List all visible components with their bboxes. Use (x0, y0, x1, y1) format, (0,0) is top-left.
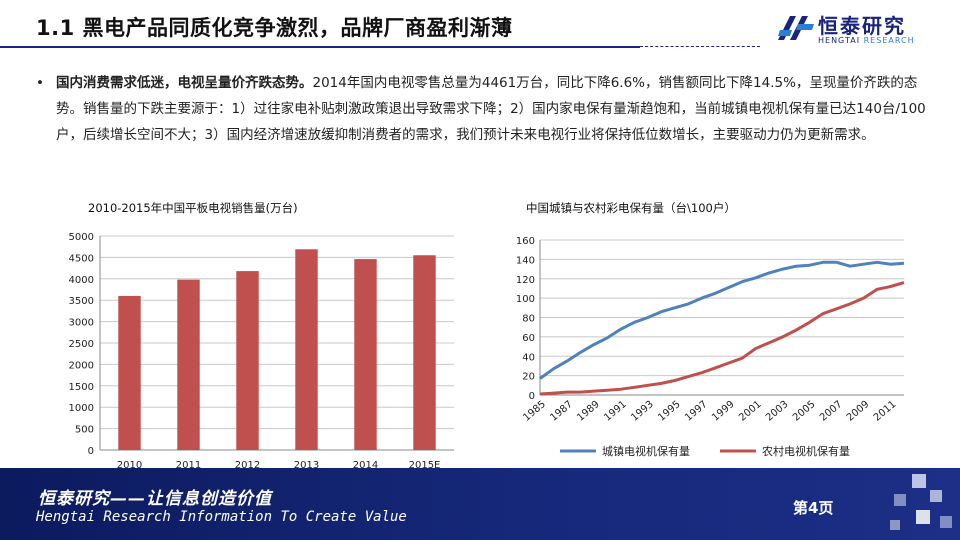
line-x-tick-label: 2009 (845, 399, 872, 424)
bar-y-tick-label: 4500 (69, 253, 94, 264)
bar-y-tick-label: 5000 (69, 232, 94, 243)
line-x-tick-label: 1989 (575, 399, 602, 424)
bar-x-tick-label: 2013 (294, 460, 319, 471)
line-chart-title: 中国城镇与农村彩电保有量（台\100户） (526, 201, 736, 215)
footer-banner (0, 468, 960, 540)
line-y-tick-label: 120 (516, 275, 535, 286)
line-x-tick-label: 2007 (818, 399, 845, 424)
bar-x-tick-label: 2012 (235, 460, 260, 471)
logo-mark-icon (778, 16, 814, 40)
line-x-tick-label: 1997 (683, 399, 710, 424)
bar-x-tick-label: 2011 (176, 460, 201, 471)
bar-y-tick-label: 2500 (69, 339, 94, 350)
title-underline (0, 46, 640, 48)
summary-lead: 国内消费需求低迷，电视呈量价齐跌态势。 (56, 75, 313, 91)
line-x-tick-label: 2001 (737, 399, 764, 424)
bar-x-tick-label: 2010 (117, 460, 142, 471)
line-y-tick-label: 100 (516, 294, 535, 305)
line-y-tick-label: 20 (522, 372, 535, 383)
bullet-dot: • (36, 75, 44, 91)
summary-text: 国内消费需求低迷，电视呈量价齐跌态势。2014年国内电视零售总量为4461万台，… (56, 70, 936, 148)
line-y-tick-label: 140 (516, 255, 535, 266)
page-number: 第4页 (793, 499, 834, 517)
line-x-tick-label: 1985 (521, 399, 548, 424)
hengtai-logo: 恒泰研究 HENGTAI RESEARCH (776, 10, 946, 50)
logo-english-text: HENGTAI RESEARCH (818, 36, 915, 45)
line-x-tick-label: 2003 (764, 399, 791, 424)
bar-2013 (295, 249, 318, 450)
line-y-tick-label: 0 (529, 391, 535, 402)
bar-x-tick-label: 2015E (409, 460, 441, 471)
title-dash-line (640, 46, 760, 47)
footer-decoration (890, 474, 952, 530)
bar-chart: 0 500 1000 1500 2000 2500 3000 3500 4000 4500 5000… (69, 232, 454, 471)
bar-2012 (236, 271, 259, 450)
line-x-tick-label: 2005 (791, 399, 818, 424)
legend-label: 农村电视机保有量 (762, 444, 850, 458)
bar-y-tick-label: 500 (75, 425, 94, 436)
line-x-tick-label: 1999 (710, 399, 737, 424)
bar-y-tick-label: 1000 (69, 403, 94, 414)
line-y-tick-label: 80 (522, 314, 535, 325)
bar-2014 (354, 259, 377, 450)
line-x-tick-label: 1993 (629, 399, 656, 424)
bar-chart-title: 2010-2015年中国平板电视销售量(万台) (88, 201, 298, 215)
line-y-tick-label: 60 (522, 333, 535, 344)
bar-x-tick-label: 2014 (353, 460, 378, 471)
line-x-tick-label: 2011 (872, 399, 899, 424)
summary-body: 2014年国内电视零售总量为4461万台，同比下降6.6%，销售额同比下降14.… (56, 75, 926, 143)
slide-title: 1.1 黑电产品同质化竞争激烈，品牌厂商盈利渐薄 (36, 16, 513, 40)
bar-y-tick-label: 4000 (69, 275, 94, 286)
bar-y-tick-label: 3000 (69, 318, 94, 329)
line-x-tick-label: 1987 (548, 399, 575, 424)
summary-paragraph: • 国内消费需求低迷，电视呈量价齐跌态势。2014年国内电视零售总量为4461万… (36, 70, 936, 148)
logo-en-hengtai: HENGTAI (818, 36, 861, 45)
line-x-tick-label: 1995 (656, 399, 683, 424)
line-x-tick-label: 1991 (602, 399, 629, 424)
bar-2011 (177, 279, 200, 450)
logo-en-research: RESEARCH (863, 36, 915, 45)
line-y-tick-label: 160 (516, 236, 535, 247)
line-y-tick-label: 40 (522, 352, 535, 363)
footer-slogan-cn: 恒泰研究——让信息创造价值 (38, 489, 272, 509)
bar-y-tick-label: 1500 (69, 382, 94, 393)
logo-chinese-text: 恒泰研究 (818, 14, 906, 38)
footer-slogan-en: Hengtai Research Information To Create V… (36, 509, 407, 525)
bar-2010 (118, 295, 141, 450)
line-series-1 (539, 281, 905, 396)
line-series-0 (539, 260, 905, 380)
legend-label: 城镇电视机保有量 (602, 444, 690, 458)
bar-y-tick-label: 2000 (69, 360, 94, 371)
bar-2015E (413, 255, 436, 450)
bar-y-tick-label: 3500 (69, 296, 94, 307)
bar-y-tick-label: 0 (88, 446, 94, 457)
